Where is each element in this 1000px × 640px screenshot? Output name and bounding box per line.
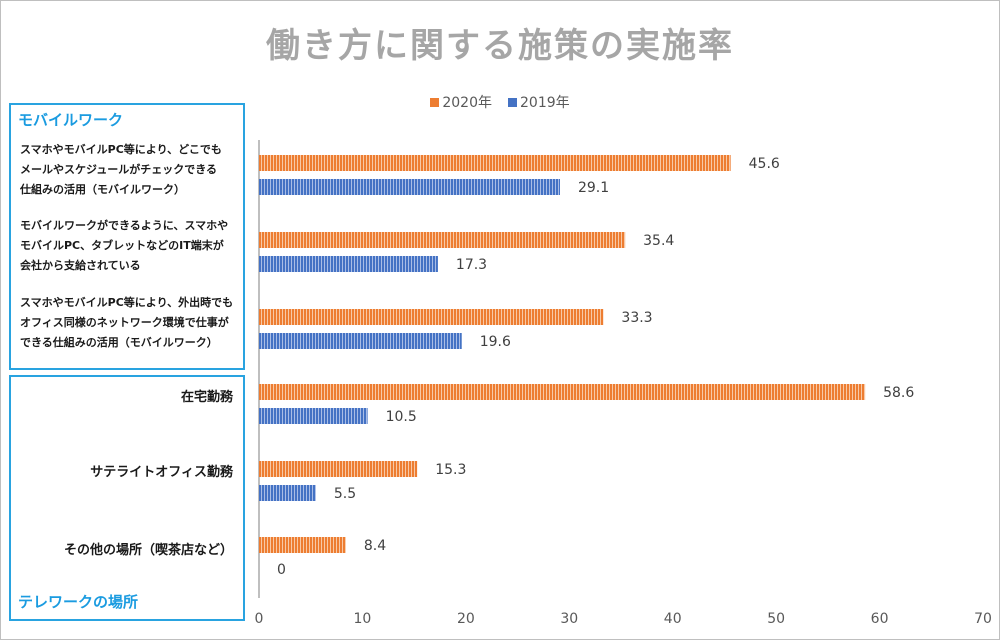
x-tick-label-20: 20 bbox=[457, 611, 475, 627]
data-label-2019-2: 19.6 bbox=[480, 334, 511, 350]
bar-2020-5 bbox=[259, 537, 346, 553]
x-tick-label-50: 50 bbox=[767, 611, 785, 627]
data-label-2020-4: 15.3 bbox=[435, 462, 466, 478]
x-tick-label-0: 0 bbox=[255, 611, 264, 627]
data-label-2019-5: 0 bbox=[277, 562, 286, 578]
x-tick-label-40: 40 bbox=[664, 611, 682, 627]
x-tick-label-60: 60 bbox=[871, 611, 889, 627]
bar-2020-0 bbox=[259, 155, 731, 171]
chart-title: 働き方に関する施策の実施率 bbox=[266, 26, 734, 66]
bar-2020-4 bbox=[259, 461, 418, 477]
bar-2020-3 bbox=[259, 384, 866, 400]
x-tick-label-30: 30 bbox=[560, 611, 578, 627]
legend-item-2020: 2020年 bbox=[430, 92, 492, 112]
bar-2020-2 bbox=[259, 309, 604, 325]
category-label-other-places: その他の場所（喫茶店など） bbox=[63, 543, 233, 558]
bar-2020-1 bbox=[259, 232, 626, 248]
bar-2019-0 bbox=[259, 179, 560, 195]
category-label-remote-network: スマホやモバイルPC等により、外出時でも オフィス同様のネットワーク環境で仕事が… bbox=[20, 296, 234, 349]
legend-label-2019: 2019年 bbox=[520, 95, 570, 111]
group-box-telework-location bbox=[9, 375, 245, 621]
legend-label-2020: 2020年 bbox=[442, 95, 492, 111]
data-label-2020-1: 35.4 bbox=[643, 233, 674, 249]
group-box-mobile-work bbox=[9, 103, 245, 370]
bar-2019-1 bbox=[259, 256, 438, 272]
legend-swatch-2019 bbox=[508, 97, 517, 107]
data-label-2019-1: 17.3 bbox=[456, 257, 487, 273]
data-label-2020-3: 58.6 bbox=[883, 385, 914, 401]
bar-2019-4 bbox=[259, 485, 316, 501]
x-tick-label-10: 10 bbox=[354, 611, 372, 627]
bar-2019-2 bbox=[259, 333, 462, 349]
bar-2019-3 bbox=[259, 408, 368, 424]
data-label-2020-2: 33.3 bbox=[621, 310, 652, 326]
x-tick-label-70: 70 bbox=[974, 611, 992, 627]
legend-swatch-2020 bbox=[430, 97, 440, 107]
data-label-2020-5: 8.4 bbox=[364, 538, 386, 554]
data-label-2019-4: 5.5 bbox=[334, 486, 356, 502]
group-title-telework-location: テレワークの場所 bbox=[18, 593, 139, 611]
category-label-satellite-office: サテライトオフィス勤務 bbox=[90, 465, 233, 480]
legend-item-2019: 2019年 bbox=[508, 92, 570, 112]
category-label-device-provided: モバイルワークができるように、スマホや モバイルPC、タブレットなどのIT端末が… bbox=[20, 219, 229, 272]
data-label-2019-0: 29.1 bbox=[578, 180, 609, 196]
legend: 2020年 2019年 bbox=[0, 92, 1000, 112]
group-title-mobile-work: モバイルワーク bbox=[18, 111, 124, 129]
category-label-home-work: 在宅勤務 bbox=[180, 390, 233, 405]
data-label-2020-0: 45.6 bbox=[749, 156, 780, 172]
category-label-mobile-check: スマホやモバイルPC等により、どこでも メールやスケジュールがチェックできる 仕… bbox=[20, 143, 222, 196]
data-label-2019-3: 10.5 bbox=[386, 409, 417, 425]
